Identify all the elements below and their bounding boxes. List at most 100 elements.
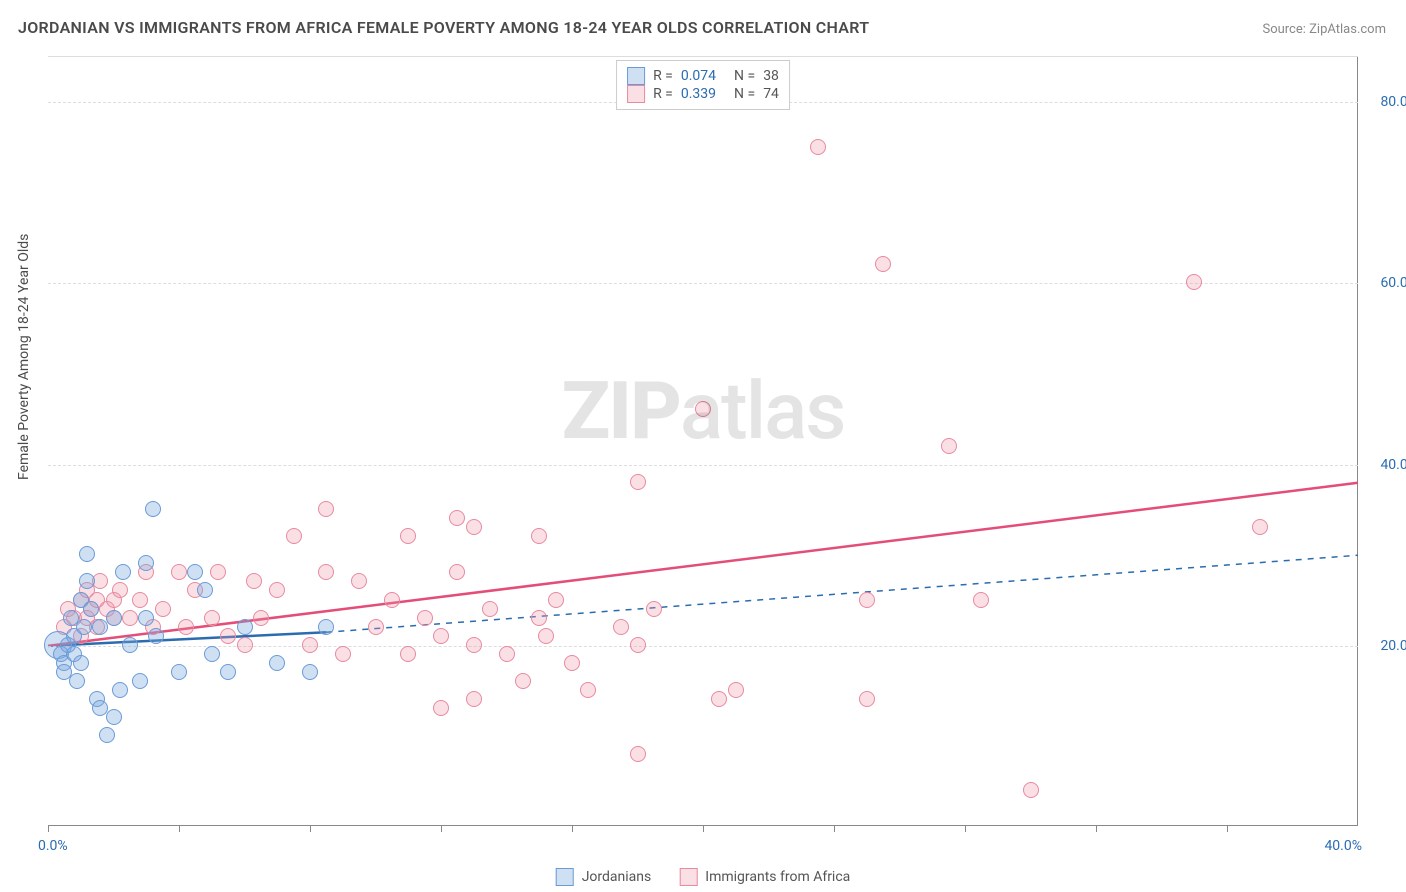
swatch-immigrants-icon xyxy=(679,868,697,886)
scatter-point xyxy=(145,501,161,517)
scatter-point xyxy=(237,637,253,653)
scatter-point xyxy=(132,592,148,608)
scatter-point xyxy=(538,628,554,644)
scatter-point xyxy=(138,610,154,626)
scatter-point xyxy=(368,619,384,635)
scatter-point xyxy=(106,709,122,725)
scatter-point xyxy=(197,582,213,598)
scatter-point xyxy=(400,528,416,544)
scatter-point xyxy=(646,601,662,617)
scatter-point xyxy=(499,646,515,662)
chart-title: JORDANIAN VS IMMIGRANTS FROM AFRICA FEMA… xyxy=(18,18,869,37)
x-axis-zero: 0.0% xyxy=(38,838,68,854)
x-tick xyxy=(441,826,442,832)
scatter-point xyxy=(384,592,400,608)
scatter-point xyxy=(630,746,646,762)
swatch-jordanians xyxy=(627,67,645,85)
plot-area: ZIPatlas 0.0% 40.0% 20.0%40.0%60.0%80.0% xyxy=(48,56,1358,826)
scatter-point xyxy=(564,655,580,671)
x-tick xyxy=(179,826,180,832)
x-axis-max: 40.0% xyxy=(1324,838,1362,854)
scatter-point xyxy=(302,664,318,680)
scatter-point xyxy=(220,664,236,680)
x-tick xyxy=(834,826,835,832)
x-tick xyxy=(310,826,311,832)
scatter-point xyxy=(148,628,164,644)
stats-legend: R = 0.074 N = 38 R = 0.339 N = 74 xyxy=(616,60,790,110)
swatch-immigrants xyxy=(627,85,645,103)
scatter-point xyxy=(941,438,957,454)
scatter-point xyxy=(112,682,128,698)
scatter-point xyxy=(79,546,95,562)
y-axis-label: Female Poverty Among 18-24 Year Olds xyxy=(16,234,32,480)
scatter-point xyxy=(859,691,875,707)
series-legend: Jordanians Immigrants from Africa xyxy=(556,868,851,886)
scatter-point xyxy=(171,564,187,580)
scatter-point xyxy=(466,691,482,707)
legend-item-jordanians: Jordanians xyxy=(556,868,652,886)
stats-row-jordanians: R = 0.074 N = 38 xyxy=(627,67,779,85)
scatter-point xyxy=(269,582,285,598)
scatter-point xyxy=(106,610,122,626)
scatter-point xyxy=(69,673,85,689)
scatter-point xyxy=(711,691,727,707)
gridline-h xyxy=(48,283,1358,284)
scatter-point xyxy=(973,592,989,608)
scatter-point xyxy=(466,637,482,653)
scatter-point xyxy=(132,673,148,689)
scatter-point xyxy=(73,655,89,671)
x-tick xyxy=(703,826,704,832)
scatter-point xyxy=(613,619,629,635)
scatter-point xyxy=(318,564,334,580)
scatter-point xyxy=(122,610,138,626)
scatter-point xyxy=(246,573,262,589)
scatter-point xyxy=(875,256,891,272)
x-tick xyxy=(48,826,49,832)
scatter-point xyxy=(204,610,220,626)
x-tick xyxy=(1227,826,1228,832)
scatter-point xyxy=(122,637,138,653)
scatter-point xyxy=(810,139,826,155)
scatter-point xyxy=(318,501,334,517)
scatter-point xyxy=(351,573,367,589)
scatter-point xyxy=(417,610,433,626)
regression-lines xyxy=(48,57,1358,826)
swatch-jordanians-icon xyxy=(556,868,574,886)
scatter-point xyxy=(115,564,131,580)
scatter-point xyxy=(79,573,95,589)
scatter-point xyxy=(318,619,334,635)
stats-row-immigrants: R = 0.339 N = 74 xyxy=(627,85,779,103)
scatter-point xyxy=(178,619,194,635)
y-tick-label: 20.0% xyxy=(1364,638,1406,654)
scatter-point xyxy=(695,401,711,417)
scatter-point xyxy=(138,555,154,571)
scatter-point xyxy=(515,673,531,689)
scatter-point xyxy=(482,601,498,617)
scatter-point xyxy=(76,619,92,635)
y-tick-label: 60.0% xyxy=(1364,275,1406,291)
y-tick-label: 80.0% xyxy=(1364,94,1406,110)
scatter-point xyxy=(531,610,547,626)
scatter-point xyxy=(449,510,465,526)
legend-item-immigrants: Immigrants from Africa xyxy=(679,868,850,886)
scatter-point xyxy=(1023,782,1039,798)
scatter-point xyxy=(335,646,351,662)
scatter-point xyxy=(1186,274,1202,290)
x-tick xyxy=(1096,826,1097,832)
y-tick-label: 40.0% xyxy=(1364,457,1406,473)
scatter-point xyxy=(728,682,744,698)
scatter-point xyxy=(253,610,269,626)
scatter-point xyxy=(112,582,128,598)
x-tick xyxy=(572,826,573,832)
scatter-point xyxy=(1252,519,1268,535)
x-tick xyxy=(965,826,966,832)
scatter-point xyxy=(155,601,171,617)
scatter-point xyxy=(580,682,596,698)
scatter-point xyxy=(99,727,115,743)
scatter-point xyxy=(237,619,253,635)
source-label: Source: ZipAtlas.com xyxy=(1262,22,1386,37)
scatter-point xyxy=(548,592,564,608)
gridline-h xyxy=(48,465,1358,466)
scatter-point xyxy=(400,646,416,662)
scatter-point xyxy=(433,700,449,716)
